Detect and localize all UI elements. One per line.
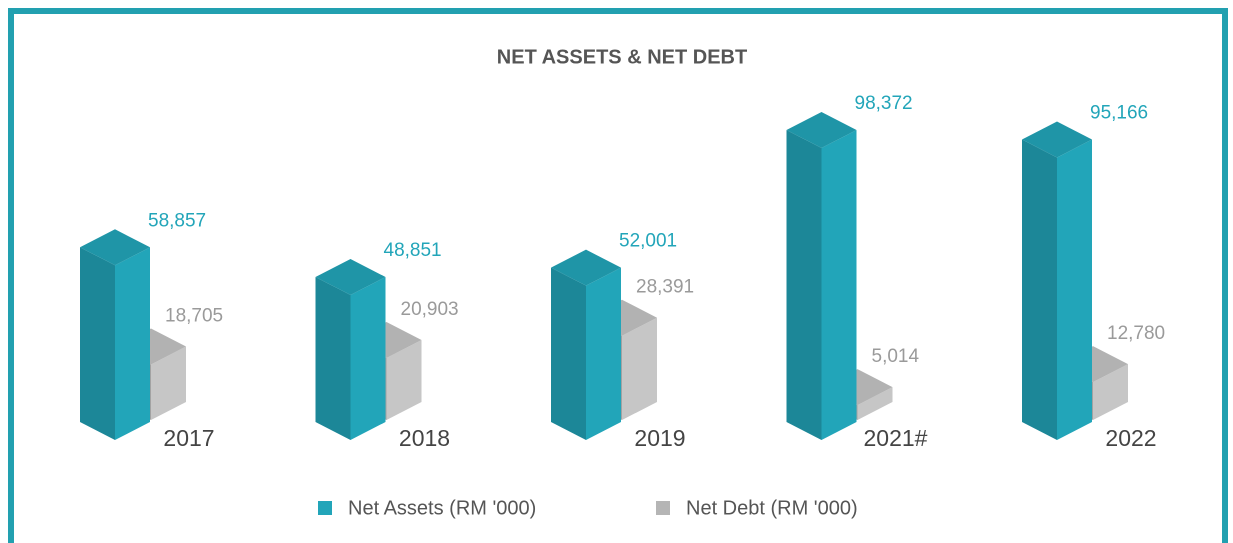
bar-right-face	[151, 346, 186, 420]
value-label: 98,372	[855, 93, 913, 114]
bar-right-face	[115, 247, 150, 440]
value-label: 5,014	[872, 346, 920, 367]
bar-left-face	[315, 276, 351, 440]
value-label: 18,705	[165, 305, 223, 326]
value-label: 48,851	[384, 240, 442, 261]
x-tick-label: 2017	[163, 425, 214, 451]
bar-top-face	[1022, 121, 1092, 158]
value-label: 20,903	[401, 299, 459, 320]
bar-right-face	[857, 387, 893, 420]
bar	[315, 258, 386, 440]
value-label: 95,166	[1090, 103, 1148, 124]
value-label: 28,391	[636, 277, 694, 298]
x-tick-label: 2018	[399, 425, 450, 451]
bar-right-face	[386, 339, 422, 420]
x-tick-label: 2022	[1105, 425, 1156, 451]
bar-left-face	[80, 247, 115, 440]
legend-swatch	[318, 501, 332, 515]
bar	[80, 229, 150, 440]
bar-top-face	[551, 249, 621, 286]
bar-right-face	[622, 317, 657, 420]
bar-right-face	[1093, 364, 1128, 420]
frame	[8, 8, 1228, 543]
bar-right-face	[586, 267, 621, 440]
bar-right-face	[1057, 139, 1092, 440]
bar-right-face	[821, 130, 857, 440]
bar-top-face	[80, 229, 150, 266]
bar	[551, 249, 621, 440]
x-tick-label: 2021#	[864, 425, 928, 451]
legend-label: Net Debt (RM '000)	[686, 497, 858, 519]
x-tick-label: 2019	[634, 425, 685, 451]
bar-left-face	[551, 267, 586, 440]
bar-top-face	[786, 112, 857, 148]
legend-swatch	[656, 501, 670, 515]
bar-left-face	[1022, 139, 1057, 440]
bar	[786, 112, 857, 440]
bar-top-face	[315, 258, 386, 295]
value-label: 52,001	[619, 231, 677, 252]
bar-left-face	[786, 130, 822, 440]
legend-label: Net Assets (RM '000)	[348, 497, 536, 519]
bar	[1022, 121, 1092, 440]
value-label: 58,857	[148, 210, 206, 231]
chart-title: NET ASSETS & NET DEBT	[497, 46, 747, 68]
bar-right-face	[350, 276, 386, 440]
value-label: 12,780	[1107, 323, 1165, 344]
